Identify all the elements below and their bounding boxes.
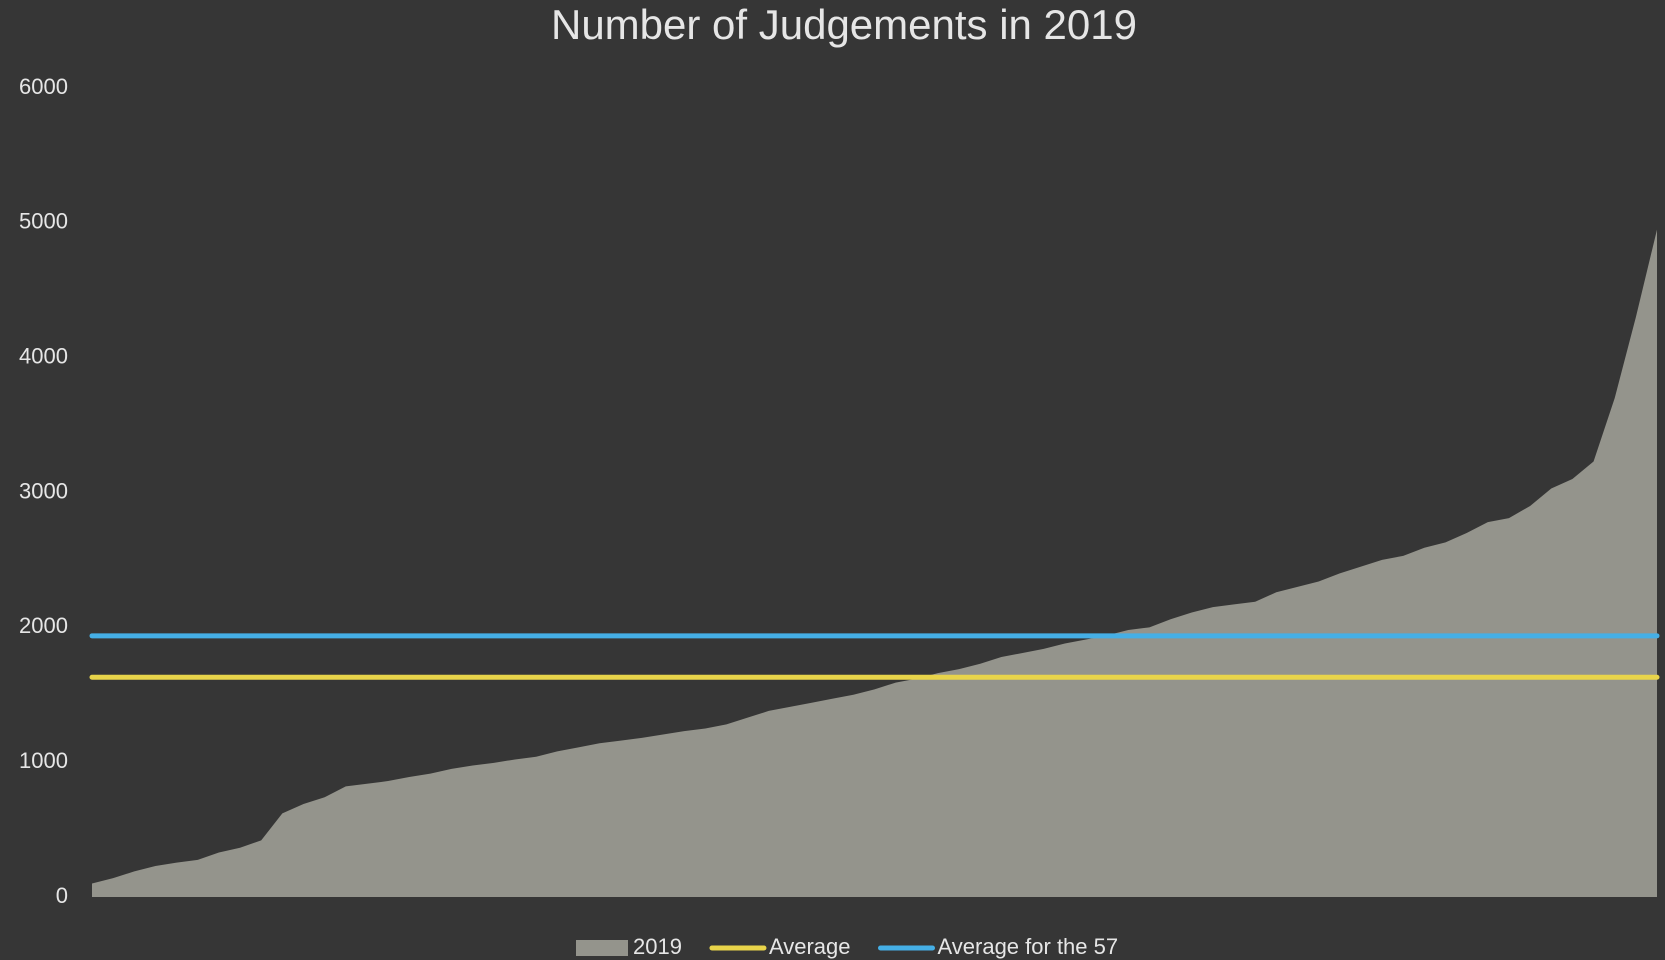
legend-swatch (576, 940, 628, 956)
y-tick-label: 0 (56, 883, 68, 908)
area (92, 229, 1657, 897)
legend-label: 2019 (633, 934, 682, 959)
y-tick-label: 5000 (19, 209, 68, 234)
y-tick-label: 2000 (19, 613, 68, 638)
y-tick-label: 6000 (19, 74, 68, 99)
legend-label: Average for the 57 (938, 934, 1119, 959)
y-tick-label: 1000 (19, 748, 68, 773)
y-tick-label: 4000 (19, 343, 68, 368)
legend-label: Average (769, 934, 851, 959)
chart-title: Number of Judgements in 2019 (551, 1, 1137, 48)
y-tick-label: 3000 (19, 478, 68, 503)
